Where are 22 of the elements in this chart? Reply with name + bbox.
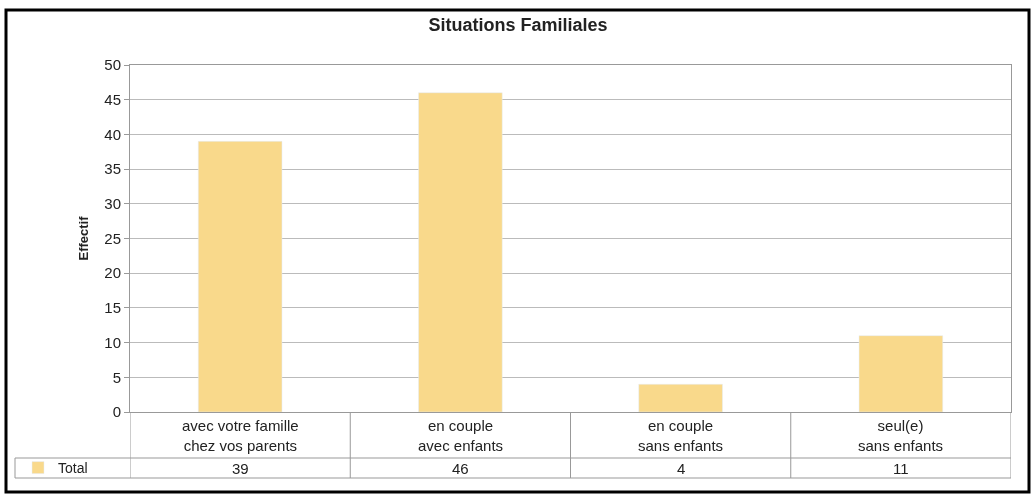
y-tick-label: 50 [104, 56, 121, 74]
x-tick-label: avec votre famille chez vos parents [182, 417, 299, 454]
x-tick-label: en couple sans enfants [638, 417, 724, 454]
data-label: 11 [893, 460, 909, 477]
data-label: 39 [232, 460, 249, 477]
y-tick-label: 35 [104, 160, 121, 178]
y-tick-label: 20 [104, 264, 121, 282]
y-tick-label: 0 [112, 403, 121, 421]
x-tick-label: en couple avec enfants [418, 417, 504, 454]
y-tick-label: 25 [104, 229, 121, 247]
y-tick-label: 40 [104, 125, 121, 143]
y-tick-label: 30 [104, 195, 121, 213]
y-tick-label: 45 [104, 90, 121, 108]
y-tick-label: 5 [112, 368, 121, 386]
x-tick-label: seul(e) sans enfants [858, 417, 944, 454]
y-tick-label: 15 [104, 299, 121, 317]
legend-label: Total [58, 460, 88, 477]
y-tick-label: 10 [104, 333, 121, 351]
chart-title: Situations Familiales [428, 15, 608, 36]
y-axis-title: Effectif [76, 215, 92, 261]
data-label: 46 [452, 460, 469, 477]
data-label: 4 [677, 460, 686, 477]
